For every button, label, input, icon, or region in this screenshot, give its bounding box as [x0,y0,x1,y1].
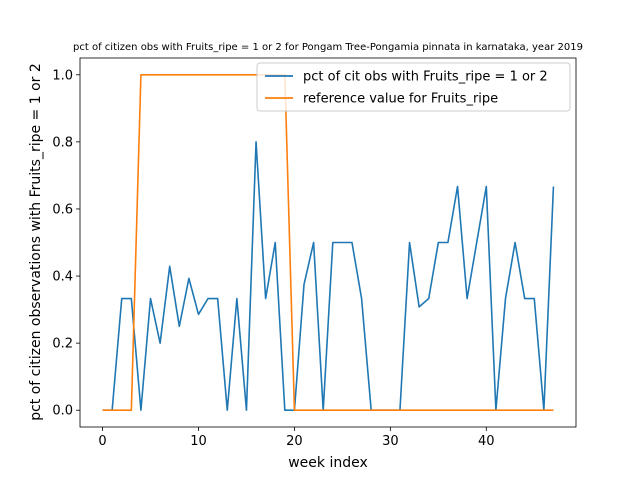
x-axis: 0 10 20 30 40 [98,427,495,449]
plot-area [79,57,577,428]
chart-title: pct of citizen obs with Fruits_ripe = 1 … [73,42,583,53]
x-tick-label: 20 [286,434,303,449]
y-axis-label: pct of citizen observations with Fruits_… [28,63,44,421]
y-tick-label: 0.8 [52,135,73,150]
x-tick-label: 40 [478,434,495,449]
y-tick-label: 0.0 [52,404,73,419]
plot-frame [79,57,577,428]
legend-box [256,62,571,112]
x-axis-label: week index [288,455,368,471]
legend-label-2: reference value for Fruits_ripe [303,92,498,107]
x-tick-label: 10 [190,434,207,449]
legend: pct of cit obs with Fruits_ripe = 1 or 2… [256,62,571,112]
x-tick-label: 0 [98,434,106,449]
y-tick-label: 0.4 [52,270,73,285]
y-tick-label: 0.6 [52,202,73,217]
series-line-1 [102,141,555,412]
x-tick-label: 30 [382,434,399,449]
legend-label-1: pct of cit obs with Fruits_ripe = 1 or 2 [303,70,548,85]
y-tick-label: 1.0 [52,68,73,83]
series-line-2 [102,73,554,412]
y-axis: 0.0 0.2 0.4 0.6 0.8 1.0 [52,68,80,419]
y-tick-label: 0.2 [52,337,73,352]
